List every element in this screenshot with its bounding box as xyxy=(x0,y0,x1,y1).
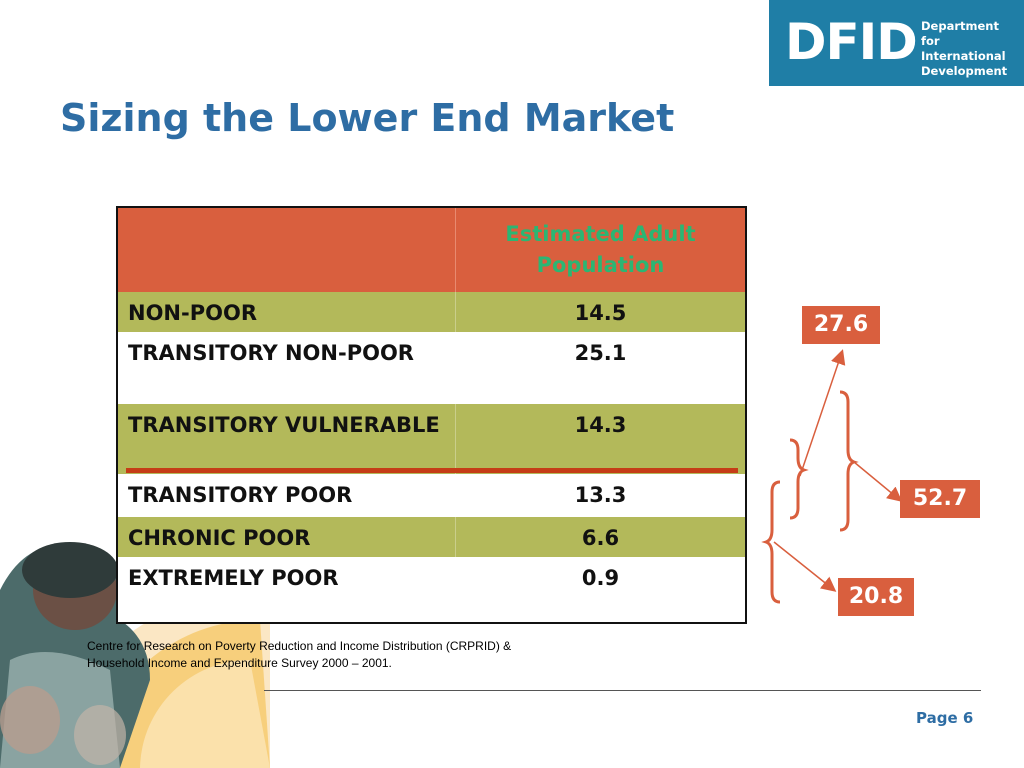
page-number: Page 6 xyxy=(916,709,974,727)
table-header-row: Estimated Adult Population xyxy=(117,207,746,292)
brace-lower xyxy=(761,480,781,604)
table-row: EXTREMELY POOR 0.9 xyxy=(117,557,746,623)
row-value: 6.6 xyxy=(455,517,746,557)
logo-line-1: Department for xyxy=(921,19,999,48)
callout-middle: 52.7 xyxy=(900,480,980,518)
table-row: TRANSITORY NON-POOR 25.1 xyxy=(117,332,746,404)
callout-top: 27.6 xyxy=(802,306,880,344)
table-row: NON-POOR 14.5 xyxy=(117,292,746,332)
row-label: TRANSITORY NON-POOR xyxy=(117,332,456,404)
arrow-to-bottom xyxy=(773,541,837,592)
logo-line-3: Development xyxy=(921,64,1008,78)
poverty-line-divider xyxy=(126,468,738,473)
background-photo xyxy=(0,530,270,768)
row-label: EXTREMELY POOR xyxy=(117,557,456,623)
row-value: 14.5 xyxy=(455,292,746,332)
page-title: Sizing the Lower End Market xyxy=(60,96,675,140)
grouping-annotations xyxy=(761,349,903,604)
brace-upper xyxy=(789,438,809,520)
footer-rule xyxy=(264,690,981,691)
table-row: TRANSITORY POOR 13.3 xyxy=(117,474,746,517)
source-line-1: Centre for Research on Poverty Reduction… xyxy=(87,639,512,653)
row-label: NON-POOR xyxy=(117,292,456,332)
header-estimated-adult-population: Estimated Adult Population xyxy=(455,207,746,292)
table-row: CHRONIC POOR 6.6 xyxy=(117,517,746,557)
row-label: CHRONIC POOR xyxy=(117,517,456,557)
logo-department-name: Department for International Development xyxy=(921,19,1021,79)
population-table: Estimated Adult Population NON-POOR 14.5… xyxy=(116,206,747,624)
callout-bottom: 20.8 xyxy=(838,578,914,616)
row-label: TRANSITORY VULNERABLE xyxy=(117,404,456,474)
arrow-to-middle xyxy=(853,461,903,502)
brace-tall xyxy=(839,390,859,532)
row-label: TRANSITORY POOR xyxy=(117,474,456,517)
row-value: 13.3 xyxy=(455,474,746,517)
row-value: 14.3 xyxy=(455,404,746,474)
logo-line-2: International xyxy=(921,49,1006,63)
row-value: 0.9 xyxy=(455,557,746,623)
dfid-logo: DFID Department for International Develo… xyxy=(769,0,1024,86)
logo-acronym: DFID xyxy=(785,13,918,71)
row-value: 25.1 xyxy=(455,332,746,404)
arrow-to-top xyxy=(799,349,846,477)
table-row: TRANSITORY VULNERABLE 14.3 xyxy=(117,404,746,474)
source-line-2: Household Income and Expenditure Survey … xyxy=(87,656,392,670)
source-note: Centre for Research on Poverty Reduction… xyxy=(87,638,627,672)
header-blank-cell xyxy=(117,207,456,292)
